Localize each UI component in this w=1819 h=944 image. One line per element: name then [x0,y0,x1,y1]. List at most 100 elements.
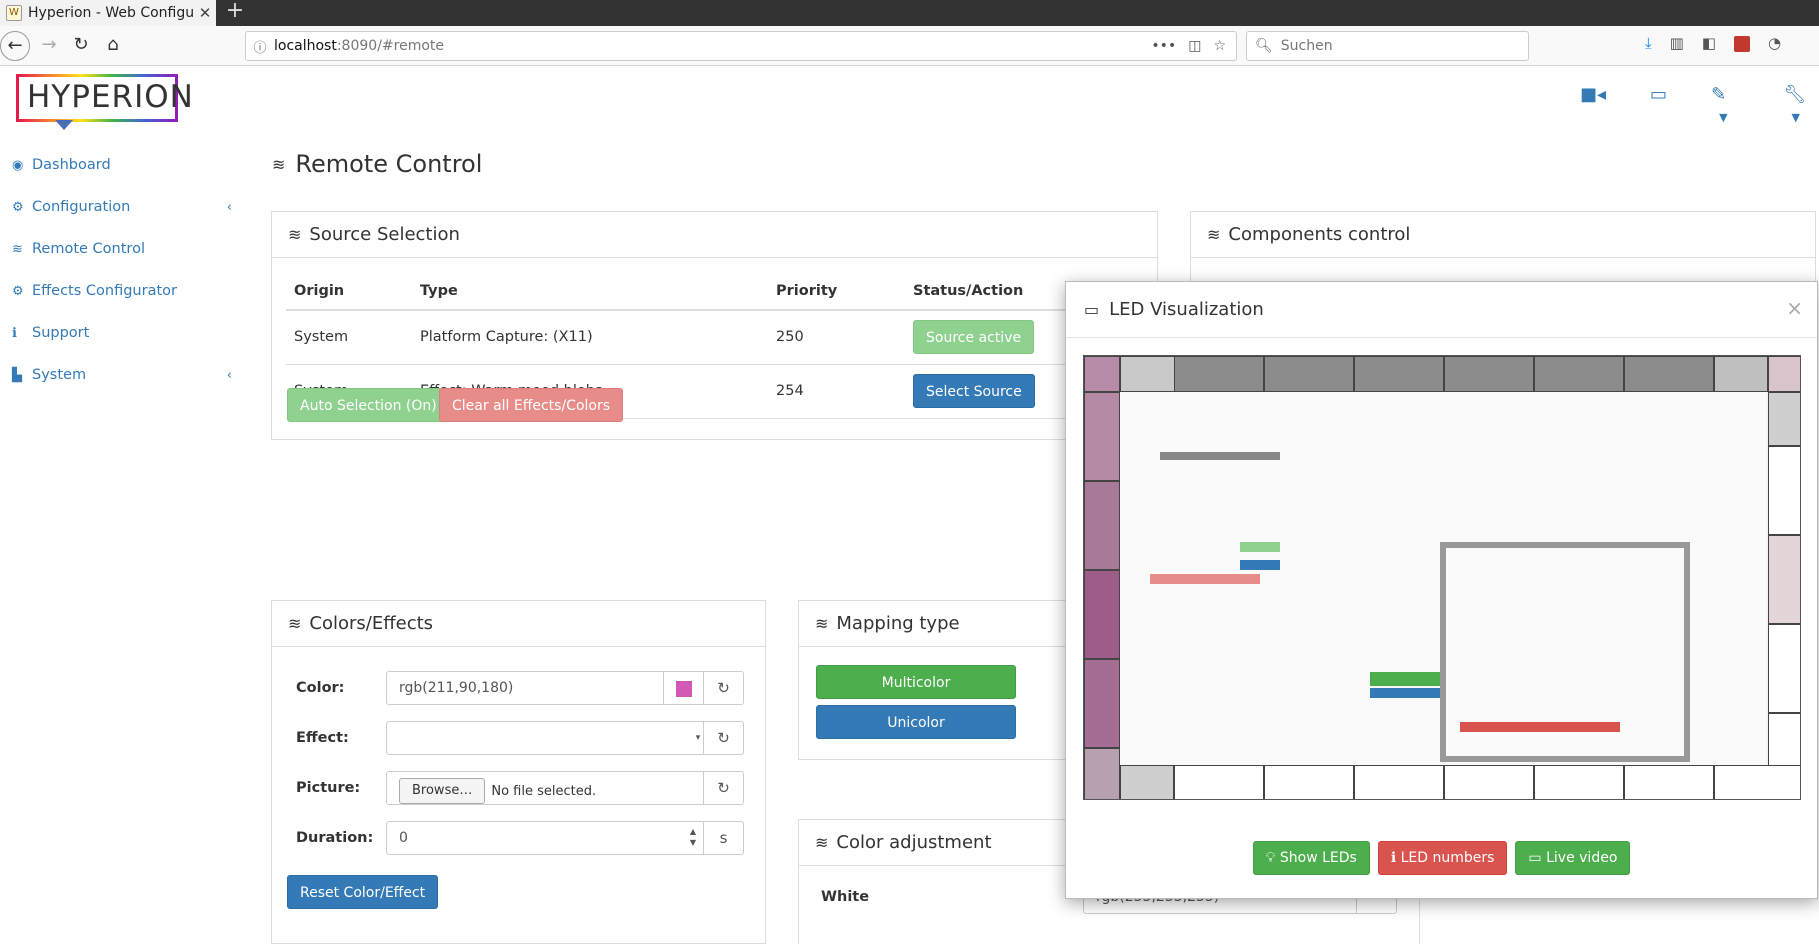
led-cell [1084,481,1120,570]
browser-tab[interactable]: W Hyperion - Web Configu ✕ [0,0,216,26]
sidebar-item-support[interactable]: ℹ Support [0,312,240,354]
auto-selection-button[interactable]: Auto Selection (On) [287,388,450,422]
reload-button[interactable]: ↻ [73,34,89,55]
sidebar-item-label: Remote Control [32,241,145,257]
led-cell [1768,446,1800,535]
color-picker[interactable]: rgb(211,90,180) ↻ [386,671,744,705]
sidebar-item-label: System [32,367,87,383]
led-cell [1768,624,1800,713]
chevron-left-icon: ‹ [226,199,232,215]
clear-all-button[interactable]: Clear all Effects/Colors [439,388,624,422]
header-toolbar: ■◂ ▭ ✎▼ 🔧︎▼ [1580,84,1819,126]
reset-picture-button[interactable]: ↻ [703,772,743,804]
led-cell [1120,765,1174,799]
new-tab-button[interactable]: + [225,0,245,23]
led-visualization-modal: ▭ LED Visualization × [1065,281,1818,899]
source-active-button[interactable]: Source active [913,320,1035,355]
duration-input[interactable]: 0 [399,830,408,846]
video-camera-icon[interactable]: ■◂ [1580,84,1607,105]
led-cell [1084,356,1120,392]
unicolor-button[interactable]: Unicolor [816,705,1016,739]
chevron-down-icon: ▾ [695,733,701,743]
info-icon: ℹ [12,325,17,341]
url-bar[interactable]: ⓘ localhost:8090/#remote ••• ◫ ☆ [245,31,1237,61]
close-tab-icon[interactable]: ✕ [198,4,212,22]
home-button[interactable]: ⌂ [107,34,119,55]
sidebar: ◉ Dashboard ⚙ Configuration ‹ ≋ Remote C… [0,144,240,396]
live-video-button[interactable]: ▭ Live video [1515,841,1631,875]
color-swatch[interactable] [663,672,703,704]
led-cell [1768,713,1800,767]
reset-effect-button[interactable]: ↻ [703,722,743,754]
table-row: System Platform Capture: (X11) 250 Sourc… [286,310,1186,365]
led-numbers-label: LED numbers [1400,850,1495,866]
wifi-icon: ≋ [272,154,286,174]
color-value-input[interactable]: rgb(211,90,180) [399,680,514,696]
lightbulb-icon: 💡︎ [1265,850,1276,866]
show-leds-label: Show LEDs [1279,850,1357,866]
color-label: Color: [296,680,345,696]
sidebar-item-configuration[interactable]: ⚙ Configuration ‹ [0,186,240,228]
back-button[interactable]: ← [0,31,30,61]
led-cell [1084,570,1120,659]
sidebar-toggle-icon[interactable]: ◧ [1701,34,1717,52]
logo-pointer [55,120,73,130]
select-source-button[interactable]: Select Source [913,374,1035,408]
library-icon[interactable]: ▥ [1669,34,1684,52]
sidebar-item-system[interactable]: ▙ System ‹ [0,354,240,396]
reset-color-button[interactable]: ↻ [703,672,743,704]
sidebar-item-label: Configuration [32,199,131,215]
search-input[interactable]: 🔍︎ Suchen [1246,31,1529,61]
duration-stepper[interactable]: 0 ▲ ▼ s [386,821,744,855]
panel-heading: ≋ Components control [1191,212,1815,258]
duration-unit: s [703,822,743,854]
modal-header: ▭ LED Visualization [1066,282,1817,338]
search-placeholder: Suchen [1280,38,1333,54]
effect-label: Effect: [296,730,349,746]
led-numbers-button[interactable]: ℹ LED numbers [1377,841,1508,875]
info-icon[interactable]: ⓘ [253,40,267,56]
effect-select-value[interactable] [387,722,693,754]
panel-title: Colors/Effects [309,613,434,634]
download-icon[interactable]: ⤓ [1645,34,1652,52]
panel-heading: ≋ Mapping type [799,601,1067,647]
effect-select[interactable]: ▾ ↻ [386,721,744,755]
sidebar-item-effects-configurator[interactable]: ⚙ Effects Configurator [0,270,240,312]
sync-icon[interactable]: ◔ [1768,34,1782,52]
app-page: HYPERION ■◂ ▭ ✎▼ 🔧︎▼ ◉ Dashboard ⚙ Confi… [0,66,1819,944]
browser-navbar: ← → ↻ ⌂ ⓘ localhost:8090/#remote ••• ◫ ☆… [0,26,1819,66]
reset-color-effect-button[interactable]: Reset Color/Effect [287,875,439,909]
file-input[interactable]: Browse… No file selected. [387,772,703,804]
hyperion-logo[interactable]: HYPERION [16,74,193,122]
page-title-text: Remote Control [295,150,483,178]
wifi-icon: ≋ [1207,225,1221,244]
led-cell [1444,356,1534,392]
extension-icon[interactable] [1734,36,1751,52]
forward-button[interactable]: → [41,34,57,55]
origin-cell: System [286,310,412,365]
sidebar-item-dashboard[interactable]: ◉ Dashboard [0,144,240,186]
browse-button[interactable]: Browse… [399,778,486,804]
sidebar-item-remote-control[interactable]: ≋ Remote Control [0,228,240,270]
bookmark-star-icon[interactable]: ☆ [1213,38,1226,54]
tab-title: Hyperion - Web Configu [28,5,194,21]
wrench-icon[interactable]: 🔧︎▼ [1783,84,1807,124]
page-actions-icon[interactable]: ••• [1151,38,1177,54]
pocket-icon[interactable]: ◫ [1188,38,1202,54]
spinner-icon[interactable]: ▲ ▼ [689,827,697,847]
monitor-icon[interactable]: ▭ [1650,84,1668,105]
led-cell [1534,356,1624,392]
no-file-text: No file selected. [491,784,597,799]
led-cell [1354,765,1444,799]
picture-file-input[interactable]: Browse… No file selected. ↻ [386,771,744,805]
magic-wand-icon[interactable]: ✎▼ [1711,84,1728,124]
dashboard-icon: ◉ [12,157,24,173]
browser-tabbar: W Hyperion - Web Configu ✕ + [0,0,1819,26]
led-cell [1624,765,1714,799]
show-leds-button[interactable]: 💡︎ Show LEDs [1252,841,1370,875]
led-preview-canvas [1083,355,1801,800]
multicolor-button[interactable]: Multicolor [816,665,1016,699]
wifi-icon: ≋ [12,241,23,257]
close-icon[interactable]: × [1786,296,1803,320]
priority-cell: 254 [768,364,905,419]
